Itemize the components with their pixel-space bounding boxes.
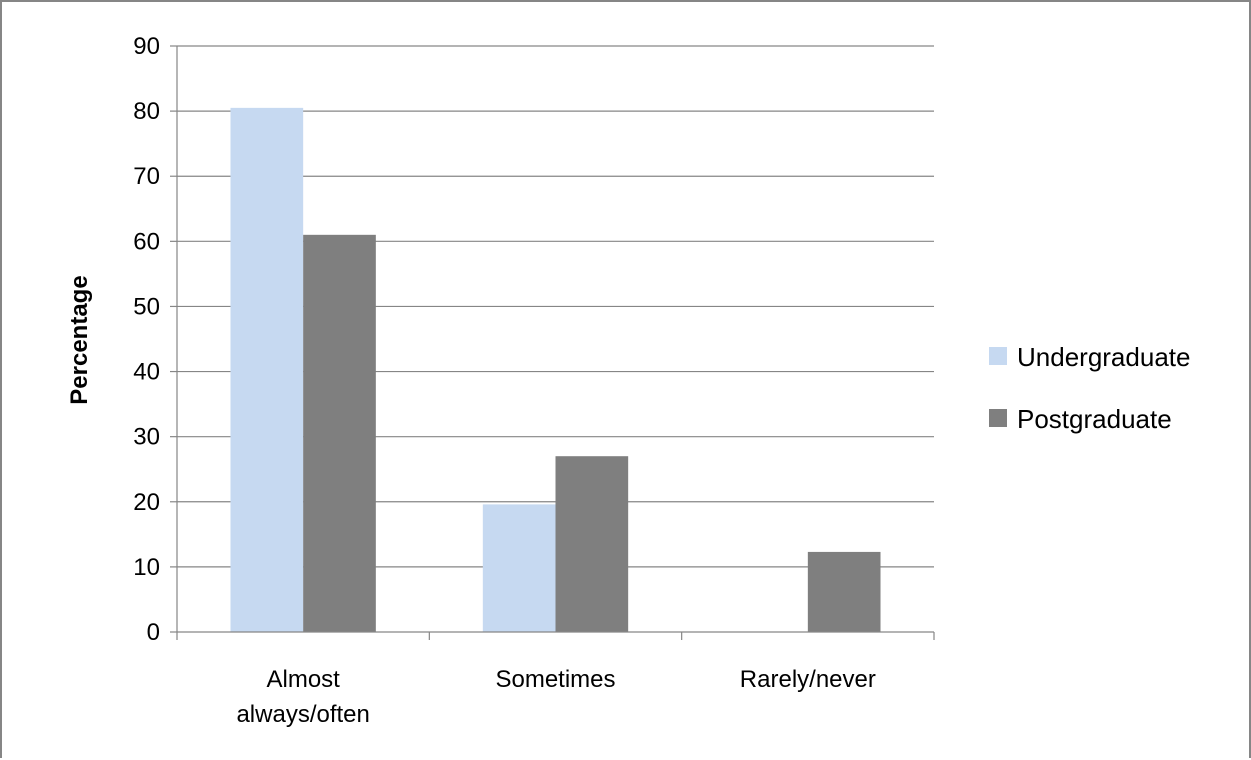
legend-label: Postgraduate	[1017, 404, 1172, 434]
bar-postgraduate	[555, 456, 629, 632]
y-tick-label: 80	[133, 98, 160, 125]
bar-undergraduate	[230, 107, 304, 633]
y-tick-label: 20	[133, 489, 160, 516]
y-tick-label: 70	[133, 163, 160, 190]
y-tick-label: 50	[133, 293, 160, 320]
axes	[170, 45, 935, 640]
y-tick-label: 30	[133, 424, 160, 451]
bar-undergraduate	[482, 504, 556, 632]
y-tick-label: 10	[133, 554, 160, 581]
y-tick-labels: 0 10 20 30 40 50 60 70 80 90	[133, 33, 160, 646]
legend-label: Undergraduate	[1017, 342, 1190, 372]
x-tick-label: Almost always/often	[236, 666, 369, 728]
bar-postgraduate	[807, 551, 881, 632]
legend-swatch	[989, 409, 1007, 427]
y-tick-label: 0	[147, 619, 160, 646]
x-tick-label: Rarely/never	[740, 666, 876, 693]
x-tick-label: Sometimes	[495, 666, 615, 693]
y-axis-title: Percentage	[66, 275, 93, 404]
category-labels: Almost always/often Sometimes Rarely/never	[236, 666, 875, 728]
bars	[230, 107, 881, 633]
y-tick-label: 40	[133, 359, 160, 386]
y-tick-label: 60	[133, 228, 160, 255]
y-tick-label: 90	[133, 33, 160, 60]
bar-postgraduate	[303, 234, 376, 633]
legend-swatch	[989, 347, 1007, 365]
legend: Undergraduate Postgraduate	[989, 342, 1190, 434]
